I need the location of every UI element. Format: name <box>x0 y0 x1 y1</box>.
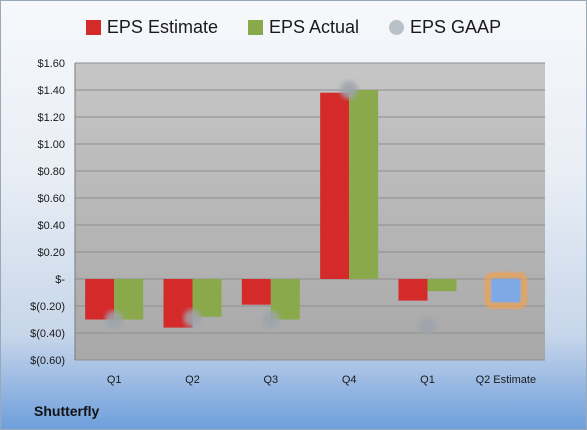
legend-swatch-eps-gaap <box>389 20 405 35</box>
y-tick-label: $0.20 <box>37 247 65 259</box>
y-tick-label: $0.60 <box>37 193 65 205</box>
y-tick-label: $1.20 <box>37 112 65 124</box>
bar-q2-estimate-glow <box>484 272 528 309</box>
x-tick-label: Q1 <box>420 374 435 386</box>
y-tick-label: $1.00 <box>37 139 65 151</box>
bar-eps-actual <box>192 279 222 317</box>
legend-swatch-eps-actual <box>247 20 263 35</box>
y-tick-label: $1.60 <box>37 58 65 70</box>
point-eps-gaap <box>183 309 202 328</box>
point-eps-gaap <box>105 310 124 329</box>
x-tick-label: Q2 <box>185 374 200 386</box>
bar-eps-estimate <box>398 279 428 301</box>
legend-swatch-eps-estimate <box>85 20 101 35</box>
x-tick-label: Q1 <box>107 374 122 386</box>
x-tick-label: Q4 <box>342 374 357 386</box>
y-tick-label: $(0.60) <box>30 355 65 367</box>
bar-eps-actual <box>349 90 379 279</box>
bar-eps-estimate <box>241 279 271 305</box>
bar-eps-actual <box>427 279 457 292</box>
y-tick-label: $- <box>55 274 65 286</box>
y-tick-label: $(0.20) <box>30 301 65 313</box>
plot-background <box>75 63 545 360</box>
legend-item-eps-actual: EPS Actual <box>247 17 360 38</box>
bar-q2-estimate <box>491 279 521 302</box>
x-tick-label: Q3 <box>263 374 278 386</box>
bar-eps-estimate <box>320 92 350 279</box>
legend-label-eps-estimate: EPS Estimate <box>106 17 218 37</box>
point-eps-gaap <box>418 317 437 336</box>
point-eps-gaap <box>340 81 359 99</box>
y-tick-label: $0.40 <box>37 220 65 232</box>
company-label: Shutterfly <box>34 403 100 419</box>
legend-item-eps-estimate: EPS Estimate <box>85 17 218 38</box>
y-tick-label: $1.40 <box>37 85 65 97</box>
legend-label-eps-gaap: EPS GAAP <box>410 17 502 37</box>
legend: EPS Estimate EPS Actual EPS GAAP <box>1 17 586 38</box>
x-tick-label: Q2 Estimate <box>476 374 537 386</box>
point-eps-gaap <box>261 310 280 329</box>
y-tick-label: $0.80 <box>37 166 65 178</box>
legend-label-eps-actual: EPS Actual <box>268 17 360 37</box>
y-tick-label: $(0.40) <box>30 328 65 340</box>
legend-item-eps-gaap: EPS GAAP <box>389 17 501 38</box>
